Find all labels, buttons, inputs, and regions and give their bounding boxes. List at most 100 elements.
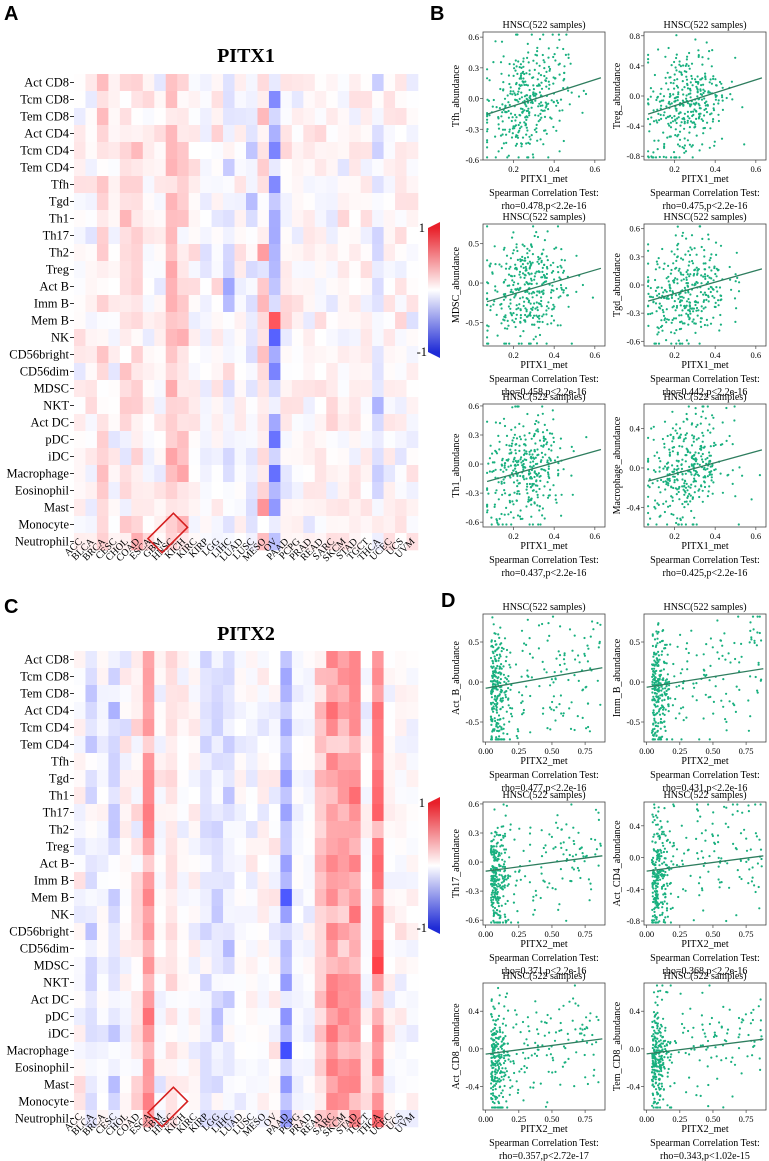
heatmap-cell — [188, 1110, 201, 1128]
heatmap-cell — [360, 125, 373, 143]
test-caption: Spearman Correlation Test: — [489, 374, 599, 385]
scatter-point — [540, 290, 544, 293]
scatter-point — [666, 318, 669, 321]
heatmap-cell — [142, 176, 155, 194]
scatter-point — [655, 652, 658, 655]
scatter-point — [531, 308, 534, 311]
heatmap-cell — [96, 380, 109, 398]
row-label: NK — [51, 908, 69, 922]
heatmap-cell — [326, 1025, 339, 1043]
heatmap-cell — [74, 193, 86, 211]
scatter-point — [659, 673, 663, 677]
scatter-point — [508, 501, 512, 504]
scatter-point — [523, 121, 526, 124]
scatter-point — [510, 290, 513, 293]
scatter-point — [522, 60, 525, 63]
heatmap-cell — [200, 448, 212, 466]
y-tick-label: -0.6 — [466, 517, 479, 527]
scatter-point — [695, 438, 698, 441]
heatmap-cell — [200, 1042, 212, 1060]
scatter-point — [653, 667, 656, 670]
heatmap-cell — [165, 1025, 178, 1043]
scatter-point — [535, 54, 539, 57]
scatter-point — [591, 296, 595, 299]
scatter-point — [536, 306, 539, 309]
scatter-point — [719, 323, 723, 326]
heatmap-cell — [303, 702, 316, 720]
heatmap-cell — [154, 838, 167, 856]
heatmap-cell — [268, 193, 281, 211]
scatter-point — [661, 650, 664, 653]
heatmap-cell — [314, 193, 327, 211]
scatter-point — [599, 703, 602, 706]
scatter-point — [511, 132, 514, 135]
scatter-point — [690, 234, 694, 237]
heatmap-cell — [200, 159, 212, 177]
heatmap-cell — [188, 363, 201, 381]
scatter-point — [695, 253, 698, 256]
scatter-point — [680, 273, 683, 276]
scatter-point — [665, 308, 668, 311]
heatmap-cell — [383, 702, 396, 720]
scatter-point — [560, 266, 563, 269]
scatter-point — [493, 702, 496, 706]
heatmap-cell — [154, 380, 167, 398]
scatter-point — [500, 650, 503, 653]
heatmap-cell — [119, 940, 132, 958]
scatter-point — [657, 486, 660, 489]
scatter-point — [534, 335, 537, 338]
scatter-point — [647, 292, 650, 295]
scatter-point — [553, 77, 557, 80]
x-tick-label: 0.25 — [672, 746, 687, 756]
heatmap-cell — [234, 278, 247, 296]
scatter-point — [537, 255, 540, 259]
y-tick-label: 0.3 — [629, 252, 640, 262]
scatter-point — [543, 423, 546, 426]
heatmap-cell — [349, 261, 361, 279]
heatmap-cell — [406, 1025, 419, 1043]
scatter-point — [647, 505, 650, 508]
scatter-point — [713, 441, 716, 444]
scatter-point — [675, 266, 678, 269]
scatter-point — [669, 272, 673, 275]
scatter-point — [688, 310, 692, 313]
scatter-point — [547, 494, 550, 497]
scatter-point — [538, 291, 541, 294]
scatter-point — [512, 63, 516, 66]
heatmap-cell — [406, 91, 419, 109]
scatter-point — [696, 95, 699, 98]
heatmap-cell — [200, 533, 212, 551]
heatmap-cell — [74, 1093, 86, 1111]
scatter-point — [516, 492, 519, 495]
scatter-point — [694, 469, 697, 473]
scatter-point — [656, 730, 659, 733]
heatmap-cell — [257, 940, 270, 958]
scatter-point — [556, 324, 559, 327]
heatmap-cell — [395, 176, 407, 194]
scatter-point — [486, 420, 489, 423]
heatmap-cell — [257, 685, 270, 703]
scatter-point — [653, 638, 657, 641]
heatmap-cell — [119, 838, 132, 856]
scatter-point — [499, 686, 502, 689]
scatter-point — [672, 82, 675, 85]
heatmap-cell — [165, 380, 178, 398]
heatmap-cell — [234, 431, 247, 449]
heatmap-cell — [395, 940, 407, 958]
scatter-point — [497, 150, 500, 153]
heatmap-cell — [108, 278, 121, 296]
scatter-point — [536, 496, 539, 499]
scatter-point — [506, 319, 509, 322]
scatter-point — [557, 650, 560, 653]
scatter-point — [682, 117, 685, 120]
heatmap-cell — [108, 91, 121, 109]
heatmap-cell — [326, 380, 339, 398]
x-axis-title: PITX1_met — [520, 174, 567, 185]
heatmap-cell — [74, 940, 86, 958]
scatter-point — [515, 65, 518, 68]
heatmap-cell — [165, 74, 178, 92]
scatter-point — [551, 409, 554, 412]
heatmap-cell — [177, 1059, 189, 1077]
scatter-point — [522, 330, 525, 333]
heatmap-cell — [211, 533, 224, 551]
